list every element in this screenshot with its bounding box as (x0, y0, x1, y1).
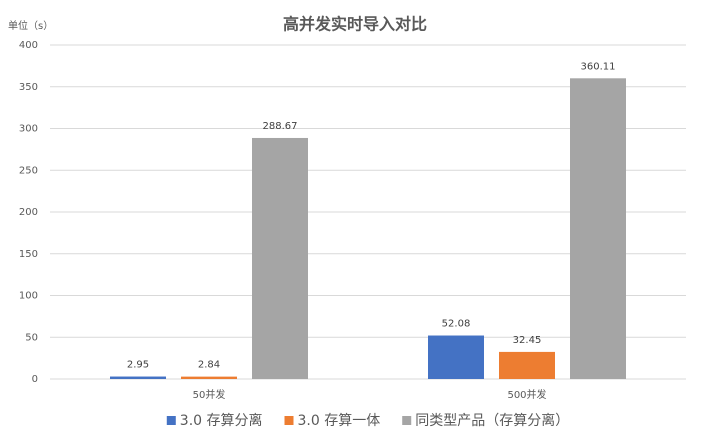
bar (110, 376, 166, 379)
y-tick-label: 350 (19, 82, 38, 93)
legend-label: 3.0 存算分离 (180, 412, 263, 429)
bar (252, 137, 308, 379)
y-tick-label: 50 (25, 332, 38, 343)
data-label: 360.11 (581, 61, 616, 72)
legend-label: 3.0 存算一体 (298, 413, 381, 429)
bar (428, 335, 484, 379)
y-tick-label: 100 (19, 291, 38, 302)
bar (499, 351, 555, 379)
chart-title: 高并发实时导入对比 (283, 15, 427, 34)
data-label: 32.45 (513, 335, 542, 346)
y-tick-label: 250 (19, 165, 38, 176)
data-label: 2.84 (198, 360, 220, 371)
legend-swatch (402, 416, 412, 425)
bar (570, 78, 626, 379)
legend-label: 同类型产品（存算分离） (415, 412, 569, 429)
y-tick-label: 200 (19, 207, 38, 218)
data-label: 288.67 (263, 121, 298, 132)
x-tick-label: 50并发 (193, 388, 226, 401)
y-tick-label: 400 (19, 40, 38, 51)
y-tick-label: 150 (19, 249, 38, 260)
data-label: 2.95 (127, 360, 149, 371)
legend-swatch (166, 416, 176, 425)
data-label: 52.08 (442, 319, 471, 330)
legend-swatch (284, 416, 294, 425)
y-axis-label: 单位（s） (8, 19, 53, 32)
x-tick-label: 500并发 (507, 388, 546, 401)
bar (181, 376, 237, 379)
y-tick-label: 0 (32, 374, 38, 385)
y-tick-label: 300 (19, 124, 38, 135)
